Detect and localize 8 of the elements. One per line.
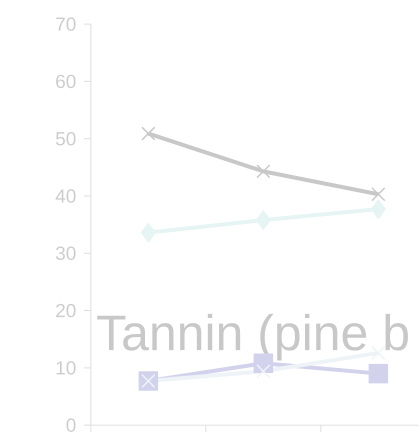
point [256,364,270,378]
point [141,126,156,141]
point [256,164,270,178]
point [371,187,386,202]
point [256,210,271,230]
point [368,364,388,384]
point [370,199,386,219]
point [140,222,156,242]
